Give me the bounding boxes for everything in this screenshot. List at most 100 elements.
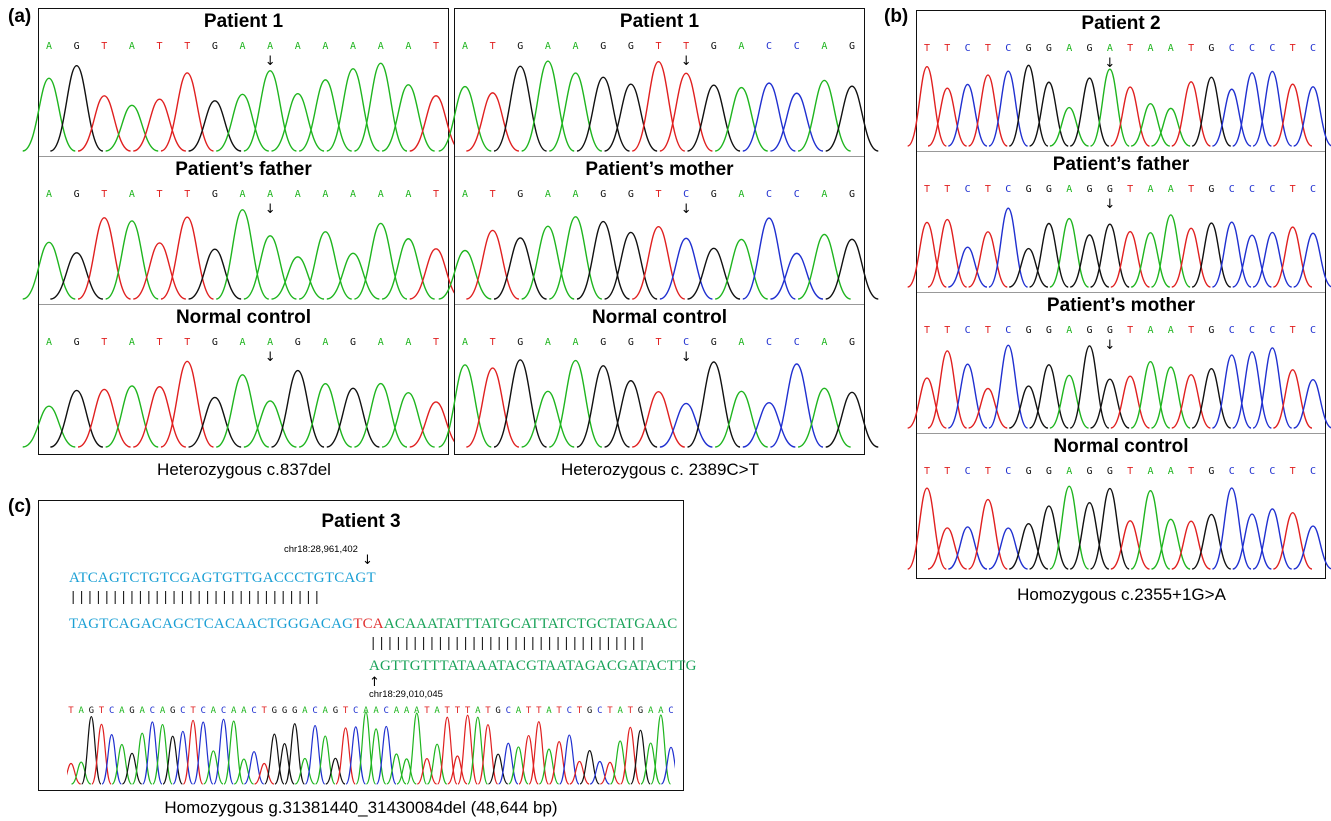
base-peak — [142, 721, 163, 785]
variant-arrow-icon: ↓ — [265, 54, 276, 69]
base-peak — [948, 526, 988, 570]
base-peak — [1293, 86, 1331, 147]
panel-label-c: (c) — [8, 496, 32, 517]
base-peak — [948, 246, 988, 288]
base-call-letter: A — [434, 706, 440, 716]
base-call-letter: A — [1066, 466, 1072, 477]
base-peak — [1252, 508, 1293, 570]
base-call-letter: T — [944, 184, 950, 195]
base-peak — [1151, 107, 1191, 147]
base-call-letter: C — [1310, 184, 1316, 195]
base-call-letter: T — [490, 337, 496, 348]
base-call-letter: A — [462, 337, 468, 348]
base-peak — [1069, 77, 1110, 147]
base-peak — [1130, 490, 1171, 570]
base-call-letter: A — [378, 189, 384, 200]
base-call-letter: G — [292, 706, 297, 716]
base-call-letter: A — [462, 41, 468, 52]
base-peak — [77, 388, 131, 448]
variant-arrow-icon: ↓ — [681, 202, 692, 217]
base-call-letter: C — [766, 41, 772, 52]
base-peak — [714, 390, 768, 448]
base-peak — [631, 225, 686, 300]
base-peak — [1293, 232, 1331, 288]
base-peak — [354, 382, 408, 448]
variant-arrow-icon: ↓ — [1104, 197, 1115, 212]
base-peak — [1090, 223, 1130, 288]
base-peak — [549, 216, 603, 300]
base-call-letter: A — [394, 706, 400, 716]
base-call-letter: C — [965, 325, 971, 336]
base-peak — [133, 98, 187, 152]
base-peak — [203, 750, 224, 785]
base-call-letter: A — [295, 189, 301, 200]
base-call-letter: G — [74, 337, 80, 348]
base-call-letter: T — [184, 337, 190, 348]
base-peak — [927, 527, 967, 570]
base-call-letter: A — [462, 189, 468, 200]
base-peak — [1273, 226, 1313, 288]
base-call-letter: G — [1087, 43, 1093, 54]
base-peak — [1130, 361, 1171, 429]
base-peak — [1171, 227, 1211, 288]
base-call-letter: C — [1229, 43, 1235, 54]
base-call-letter: A — [139, 706, 145, 716]
base-call-letter: T — [1290, 184, 1296, 195]
base-peak — [67, 762, 81, 785]
base-peak — [600, 761, 620, 785]
base-peak — [50, 65, 104, 152]
base-call-letter: G — [1046, 184, 1052, 195]
sequence-middle-deletion: TCA — [353, 616, 384, 632]
base-call-letter: T — [485, 706, 491, 716]
base-call-letter: C — [312, 706, 317, 716]
base-call-letter: T — [184, 41, 190, 52]
base-peak — [927, 87, 967, 147]
alignment-bars-left: |||||||||||||||||||||||||||||| — [69, 590, 322, 606]
base-call-letter: C — [766, 189, 772, 200]
base-peak — [508, 746, 529, 785]
base-call-letter: G — [282, 706, 287, 716]
panel-label-a: (a) — [8, 6, 32, 27]
base-call-letter: C — [150, 706, 155, 716]
base-peak — [160, 360, 214, 448]
base-peak — [1089, 487, 1130, 570]
base-peak — [604, 231, 658, 300]
base-call-letter: A — [516, 706, 522, 716]
base-peak — [1110, 375, 1150, 429]
base-call-letter: C — [251, 706, 256, 716]
base-call-letter: A — [322, 189, 328, 200]
track-divider — [917, 151, 1325, 152]
base-call-letter: G — [1107, 466, 1113, 477]
base-peak — [1130, 102, 1171, 147]
track-title: Patient’s mother — [585, 159, 734, 180]
panel-a-right-caption: Heterozygous c. 2389C>T — [561, 460, 759, 479]
base-call-letter: C — [1229, 184, 1235, 195]
base-call-letter: G — [1208, 325, 1214, 336]
base-call-letter: T — [1290, 466, 1296, 477]
base-peak — [907, 221, 947, 288]
base-peak — [576, 76, 630, 152]
base-call-letter: T — [985, 325, 991, 336]
base-peak — [825, 391, 879, 448]
base-call-letter: A — [211, 706, 217, 716]
base-peak — [354, 222, 408, 300]
base-peak — [22, 241, 76, 300]
base-peak — [1008, 64, 1049, 147]
base-peak — [1191, 513, 1232, 570]
alignment-bars-right: ||||||||||||||||||||||||||||||||| — [369, 636, 647, 652]
base-call-letter: T — [490, 41, 496, 52]
base-call-letter: A — [78, 706, 84, 716]
base-call-letter: A — [378, 337, 384, 348]
base-call-letter: G — [517, 337, 523, 348]
base-call-letter: T — [1188, 466, 1194, 477]
base-call-letter: T — [1188, 184, 1194, 195]
base-call-letter: C — [1310, 325, 1316, 336]
base-call-letter: A — [1168, 325, 1174, 336]
base-peak — [162, 735, 183, 785]
base-peak — [131, 732, 153, 785]
track-title: Patient’s father — [175, 159, 312, 180]
base-call-letter: T — [190, 706, 196, 716]
base-peak — [988, 527, 1028, 570]
track-divider — [455, 304, 864, 305]
